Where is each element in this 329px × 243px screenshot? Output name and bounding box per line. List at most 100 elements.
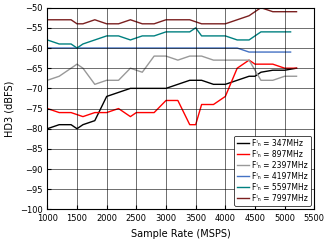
Fᴵₙ = 2397MHz <box>223 59 227 61</box>
Fᴵₙ = 347MHz <box>81 123 85 126</box>
Fᴵₙ = 4197MHz <box>152 47 156 50</box>
Fᴵₙ = 2397MHz <box>128 67 132 70</box>
Fᴵₙ = 897MHz <box>134 111 138 114</box>
Fᴵₙ = 2397MHz <box>93 83 97 86</box>
Fᴵₙ = 2397MHz <box>57 75 61 78</box>
Fᴵₙ = 7997MHz <box>128 18 132 21</box>
Fᴵₙ = 4197MHz <box>289 51 292 53</box>
Fᴵₙ = 7997MHz <box>271 10 275 13</box>
Fᴵₙ = 4197MHz <box>81 47 85 50</box>
Fᴵₙ = 2397MHz <box>200 55 204 58</box>
Fᴵₙ = 4197MHz <box>283 51 287 53</box>
Line: Fᴵₙ = 7997MHz: Fᴵₙ = 7997MHz <box>47 8 296 24</box>
Fᴵₙ = 2397MHz <box>45 79 49 82</box>
Fᴵₙ = 5597MHz <box>235 38 239 41</box>
Fᴵₙ = 4197MHz <box>45 47 49 50</box>
Fᴵₙ = 7997MHz <box>212 22 215 25</box>
Fᴵₙ = 2397MHz <box>116 79 120 82</box>
Fᴵₙ = 347MHz <box>57 123 61 126</box>
Fᴵₙ = 347MHz <box>140 87 144 90</box>
Fᴵₙ = 347MHz <box>235 79 239 82</box>
Fᴵₙ = 897MHz <box>212 103 215 106</box>
Y-axis label: HD3 (dBFS): HD3 (dBFS) <box>4 80 14 137</box>
Fᴵₙ = 5597MHz <box>69 43 73 45</box>
Line: Fᴵₙ = 5597MHz: Fᴵₙ = 5597MHz <box>47 28 291 48</box>
Fᴵₙ = 897MHz <box>69 111 73 114</box>
Fᴵₙ = 2397MHz <box>81 67 85 70</box>
Fᴵₙ = 347MHz <box>259 71 263 74</box>
Fᴵₙ = 897MHz <box>45 107 49 110</box>
Fᴵₙ = 5597MHz <box>194 26 198 29</box>
Fᴵₙ = 347MHz <box>253 75 257 78</box>
Fᴵₙ = 5597MHz <box>81 43 85 45</box>
Fᴵₙ = 7997MHz <box>69 18 73 21</box>
Fᴵₙ = 5597MHz <box>283 30 287 33</box>
Fᴵₙ = 897MHz <box>294 67 298 70</box>
Fᴵₙ = 5597MHz <box>128 38 132 41</box>
Fᴵₙ = 897MHz <box>194 123 198 126</box>
Fᴵₙ = 897MHz <box>105 111 109 114</box>
Fᴵₙ = 897MHz <box>128 115 132 118</box>
Fᴵₙ = 5597MHz <box>105 35 109 37</box>
Fᴵₙ = 5597MHz <box>57 43 61 45</box>
Fᴵₙ = 5597MHz <box>45 38 49 41</box>
Fᴵₙ = 4197MHz <box>271 51 275 53</box>
Fᴵₙ = 5597MHz <box>176 30 180 33</box>
Fᴵₙ = 5597MHz <box>152 35 156 37</box>
Fᴵₙ = 347MHz <box>212 83 215 86</box>
Fᴵₙ = 897MHz <box>283 67 287 70</box>
Line: Fᴵₙ = 347MHz: Fᴵₙ = 347MHz <box>47 68 296 129</box>
Fᴵₙ = 4197MHz <box>259 51 263 53</box>
Fᴵₙ = 897MHz <box>247 59 251 61</box>
Fᴵₙ = 897MHz <box>152 111 156 114</box>
Fᴵₙ = 4197MHz <box>247 51 251 53</box>
Fᴵₙ = 897MHz <box>235 67 239 70</box>
Fᴵₙ = 7997MHz <box>164 18 168 21</box>
Fᴵₙ = 2397MHz <box>283 75 287 78</box>
Fᴵₙ = 347MHz <box>128 87 132 90</box>
Fᴵₙ = 347MHz <box>188 79 192 82</box>
Fᴵₙ = 5597MHz <box>200 35 204 37</box>
Fᴵₙ = 347MHz <box>176 83 180 86</box>
Fᴵₙ = 2397MHz <box>105 79 109 82</box>
Fᴵₙ = 5597MHz <box>140 35 144 37</box>
Fᴵₙ = 2397MHz <box>140 71 144 74</box>
Fᴵₙ = 347MHz <box>164 87 168 90</box>
Fᴵₙ = 7997MHz <box>294 10 298 13</box>
Fᴵₙ = 4197MHz <box>93 47 97 50</box>
Fᴵₙ = 347MHz <box>200 79 204 82</box>
Fᴵₙ = 2397MHz <box>294 75 298 78</box>
Fᴵₙ = 5597MHz <box>247 38 251 41</box>
Fᴵₙ = 5597MHz <box>259 30 263 33</box>
Fᴵₙ = 2397MHz <box>69 67 73 70</box>
Fᴵₙ = 347MHz <box>75 127 79 130</box>
Fᴵₙ = 5597MHz <box>164 30 168 33</box>
Fᴵₙ = 5597MHz <box>116 35 120 37</box>
Fᴵₙ = 347MHz <box>93 119 97 122</box>
Fᴵₙ = 7997MHz <box>93 18 97 21</box>
Fᴵₙ = 7997MHz <box>57 18 61 21</box>
Fᴵₙ = 7997MHz <box>235 18 239 21</box>
Fᴵₙ = 4197MHz <box>57 47 61 50</box>
Fᴵₙ = 897MHz <box>176 99 180 102</box>
Fᴵₙ = 7997MHz <box>140 22 144 25</box>
Fᴵₙ = 4197MHz <box>200 47 204 50</box>
Fᴵₙ = 5597MHz <box>212 35 215 37</box>
Fᴵₙ = 7997MHz <box>247 14 251 17</box>
Fᴵₙ = 897MHz <box>81 115 85 118</box>
Fᴵₙ = 4197MHz <box>128 47 132 50</box>
Fᴵₙ = 7997MHz <box>188 18 192 21</box>
Fᴵₙ = 7997MHz <box>152 22 156 25</box>
Fᴵₙ = 5597MHz <box>253 35 257 37</box>
Fᴵₙ = 347MHz <box>152 87 156 90</box>
X-axis label: Sample Rate (MSPS): Sample Rate (MSPS) <box>131 229 231 239</box>
Fᴵₙ = 2397MHz <box>235 59 239 61</box>
Fᴵₙ = 7997MHz <box>176 18 180 21</box>
Fᴵₙ = 7997MHz <box>259 6 263 9</box>
Fᴵₙ = 7997MHz <box>116 22 120 25</box>
Line: Fᴵₙ = 4197MHz: Fᴵₙ = 4197MHz <box>47 48 291 52</box>
Fᴵₙ = 2397MHz <box>188 55 192 58</box>
Fᴵₙ = 347MHz <box>69 123 73 126</box>
Fᴵₙ = 897MHz <box>57 111 61 114</box>
Fᴵₙ = 897MHz <box>140 111 144 114</box>
